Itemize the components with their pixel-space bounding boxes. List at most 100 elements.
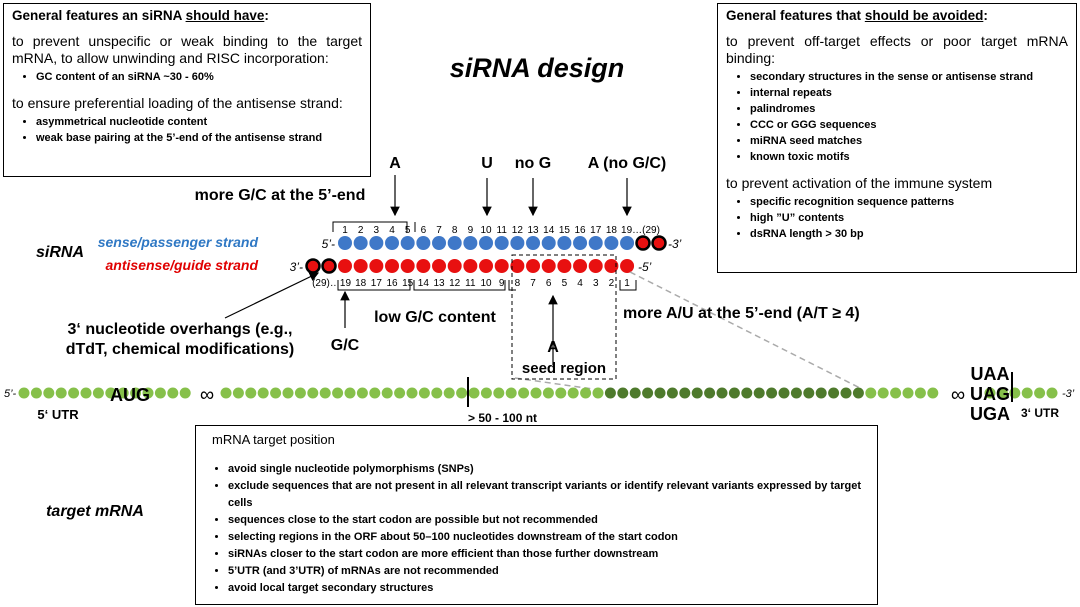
mrna-nucleotide (1009, 387, 1021, 399)
box-title: mRNA target position (212, 432, 335, 447)
position: 18 (355, 278, 367, 289)
mrna-nucleotide (443, 387, 455, 399)
annotation: no G (515, 155, 551, 172)
annotation: 3‘ nucleotide overhangs (e.g., (68, 321, 293, 338)
mrna-nucleotide (617, 387, 629, 399)
position: 3 (374, 225, 380, 236)
mrna-nucleotide (716, 387, 728, 399)
position: 17 (371, 278, 383, 289)
mrna-nucleotide (18, 387, 30, 399)
nucleotide (369, 259, 384, 273)
mrna-nucleotide (753, 387, 765, 399)
features-box: General features an siRNA should have: t… (3, 3, 371, 177)
annotation: A (547, 339, 559, 356)
sense-label: sense/passenger strand (98, 234, 259, 250)
mrna-nucleotide (344, 387, 356, 399)
mrna-nucleotide (840, 387, 852, 399)
nucleotide (620, 259, 635, 273)
position: 12 (512, 225, 524, 236)
heading: General features that should be avoided: (726, 8, 1068, 23)
mrna-nucleotide (766, 387, 778, 399)
sections: to prevent unspecific or weak binding to… (12, 33, 362, 146)
sirna-label: siRNA (36, 244, 84, 261)
bullet: 5’UTR (and 3’UTR) of mRNAs are not recom… (228, 563, 861, 580)
mrna-nucleotide (890, 387, 902, 399)
mrna-nucleotide (996, 387, 1008, 399)
position: 19…(29) (621, 225, 660, 236)
section-text: to prevent activation of the immune syst… (726, 175, 993, 191)
mrna-nucleotide (530, 387, 542, 399)
position: 7 (436, 225, 442, 236)
nucleotide (385, 259, 400, 273)
mrna-nucleotide (117, 387, 129, 399)
bullet: asymmetrical nucleotide content (36, 114, 362, 130)
bullet: sequences close to the start codon are p… (228, 512, 861, 529)
mrna-nucleotide (369, 387, 381, 399)
position: 4 (577, 278, 583, 289)
bullet: CCC or GGG sequences (750, 117, 1068, 133)
mrna-nucleotide (43, 387, 55, 399)
mrna-nucleotide (902, 387, 914, 399)
mrna-nucleotide (332, 387, 344, 399)
section-text: to prevent unspecific or weak binding to… (12, 33, 362, 66)
mrna-nucleotide (790, 387, 802, 399)
position: 15 (559, 225, 571, 236)
position: 9 (499, 278, 505, 289)
target-box: mRNA target position avoid single nucleo… (195, 425, 878, 605)
mrna-nucleotide (828, 387, 840, 399)
position: 10 (480, 225, 492, 236)
heading: General features an siRNA should have: (12, 8, 362, 23)
position: 4 (389, 225, 395, 236)
mrna-nucleotide (319, 387, 331, 399)
mrna-nucleotide (493, 387, 505, 399)
position: 11 (465, 278, 476, 289)
nucleotide (353, 259, 368, 273)
end-label: 5’- (4, 388, 17, 400)
codon: UAG (970, 384, 1010, 404)
mrna-nucleotide (55, 387, 67, 399)
end-label: -5’ (638, 260, 652, 274)
utr-label: 5‘ UTR (37, 407, 79, 422)
mrna-nucleotide (130, 387, 142, 399)
antisense-label: antisense/guide strand (106, 257, 259, 273)
mrna-nucleotide (381, 387, 393, 399)
nucleotide (463, 259, 478, 273)
mrna-nucleotide (468, 387, 480, 399)
mrna-nucleotide (105, 387, 117, 399)
nucleotide (432, 236, 447, 250)
bullet-list: specific recognition sequence patternshi… (726, 194, 1068, 242)
utr-label: 3‘ UTR (1021, 406, 1059, 420)
mrna-nucleotide (679, 387, 691, 399)
bullet: avoid single nucleotide polymorphisms (S… (228, 461, 861, 478)
position: 2 (609, 278, 615, 289)
end-label: -3’ (668, 237, 682, 251)
bullet-list: GC content of an siRNA ~30 - 60% (12, 69, 362, 85)
mrna-nucleotide (406, 387, 418, 399)
bullet: secondary structures in the sense or ant… (750, 69, 1068, 85)
mrna-nucleotide (431, 387, 443, 399)
codon: UAA (971, 364, 1010, 384)
overhang (651, 235, 667, 251)
mrna-nucleotide (865, 387, 877, 399)
mrna-nucleotide (1034, 387, 1046, 399)
mrna-nucleotide (418, 387, 430, 399)
nucleotide (526, 236, 541, 250)
gap: ∞ (951, 384, 965, 406)
bullet: high ”U” contents (750, 210, 1068, 226)
heading-emphasis: should be avoided (864, 8, 984, 23)
position: 1 (624, 278, 630, 289)
position: 7 (530, 278, 536, 289)
position: 8 (452, 225, 458, 236)
position: 14 (543, 225, 555, 236)
mrna-nucleotide (567, 387, 579, 399)
nucleotide (541, 236, 556, 250)
mrna-nucleotide (480, 387, 492, 399)
position: 9 (468, 225, 474, 236)
mrna-nucleotide (307, 387, 319, 399)
codon: UGA (970, 404, 1010, 424)
mrna-nucleotide (877, 387, 889, 399)
mrna-nucleotide (914, 387, 926, 399)
position: 10 (480, 278, 492, 289)
mrna-nucleotide (220, 387, 232, 399)
overhang (321, 258, 337, 274)
